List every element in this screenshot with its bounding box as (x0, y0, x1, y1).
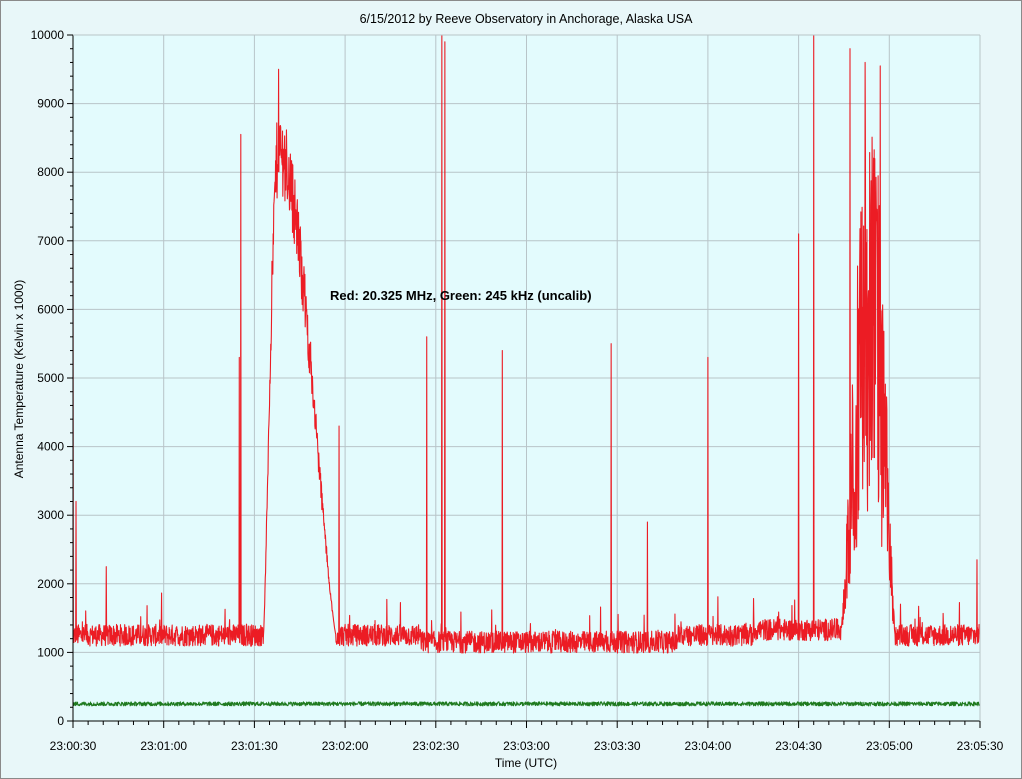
y-tick-label: 10000 (31, 28, 65, 42)
y-axis-label: Antenna Temperature (Kelvin x 1000) (12, 280, 26, 479)
y-tick-label: 2000 (37, 577, 64, 591)
y-tick-label: 3000 (37, 508, 64, 522)
y-tick-label: 1000 (37, 645, 64, 659)
y-tick-label: 9000 (37, 97, 64, 111)
y-tick-label: 6000 (37, 302, 64, 316)
x-tick-label: 23:00:30 (50, 739, 97, 753)
x-tick-label: 23:04:00 (685, 739, 732, 753)
x-tick-label: 23:04:30 (775, 739, 822, 753)
x-tick-label: 23:05:30 (957, 739, 1004, 753)
axis-layer: 0 1000 2000 3000 4000 5000 6000 7000 8000 9000 100… (31, 28, 1004, 753)
y-tick-label: 0 (57, 714, 64, 728)
series-annotation: Red: 20.325 MHz, Green: 245 kHz (uncalib… (330, 288, 592, 303)
y-tick-label: 8000 (37, 165, 64, 179)
y-tick-label: 4000 (37, 440, 64, 454)
series-line-red (72, 34, 981, 654)
x-tick-label: 23:03:00 (503, 739, 550, 753)
series-layer (72, 34, 981, 707)
x-axis-label: Time (UTC) (495, 756, 557, 770)
x-tick-label: 23:02:00 (322, 739, 369, 753)
x-tick-label: 23:02:30 (412, 739, 459, 753)
y-tick-label: 5000 (37, 371, 64, 385)
x-tick-label: 23:05:00 (866, 739, 913, 753)
chart-title: 6/15/2012 by Reeve Observatory in Anchor… (360, 12, 693, 26)
series-line-green (72, 701, 981, 707)
x-tick-label: 23:01:00 (140, 739, 187, 753)
y-tick-label: 7000 (37, 234, 64, 248)
x-tick-label: 23:01:30 (231, 739, 278, 753)
x-tick-label: 23:03:30 (594, 739, 641, 753)
